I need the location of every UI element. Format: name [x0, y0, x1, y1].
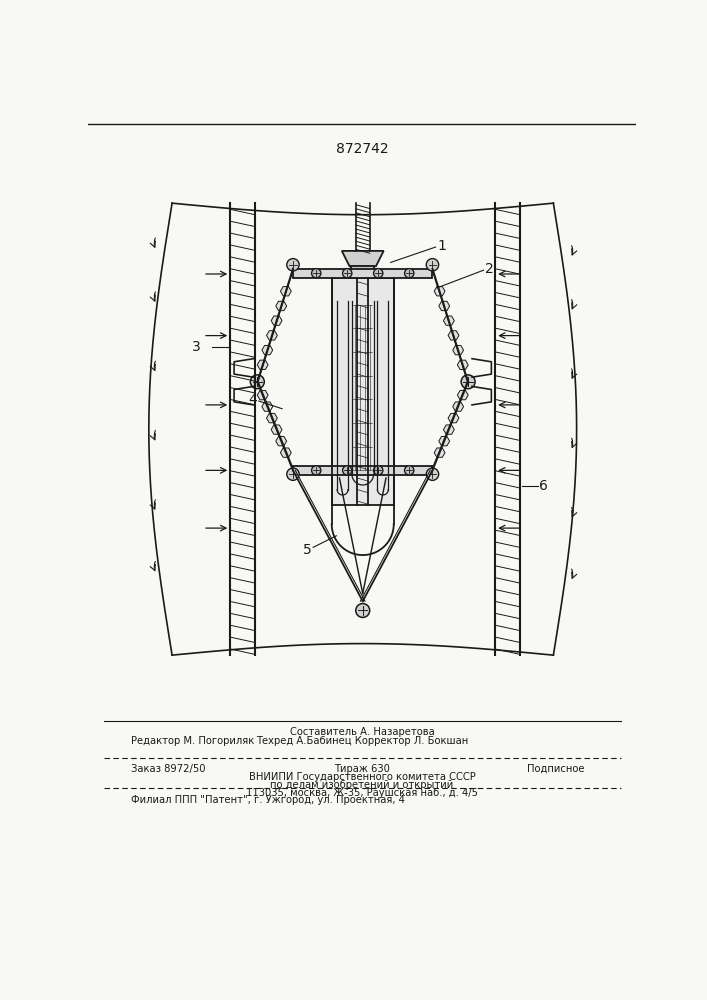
Polygon shape — [452, 402, 464, 411]
Circle shape — [461, 375, 475, 389]
Polygon shape — [434, 448, 445, 457]
Circle shape — [373, 466, 383, 475]
Circle shape — [250, 375, 264, 389]
Text: Филиал ППП "Патент", г. Ужгород, ул. Проектная, 4: Филиал ППП "Патент", г. Ужгород, ул. Про… — [131, 795, 405, 805]
Circle shape — [426, 259, 438, 271]
Text: Составитель А. Назаретова: Составитель А. Назаретова — [290, 727, 434, 737]
Text: Подписное: Подписное — [527, 764, 585, 774]
Polygon shape — [452, 345, 464, 355]
Circle shape — [343, 466, 352, 475]
Circle shape — [287, 259, 299, 271]
Circle shape — [356, 604, 370, 617]
Polygon shape — [276, 436, 286, 446]
Polygon shape — [341, 251, 384, 266]
Circle shape — [343, 269, 352, 278]
Bar — [293, 269, 433, 278]
Text: 3: 3 — [192, 340, 201, 354]
Polygon shape — [448, 413, 459, 423]
Polygon shape — [262, 402, 273, 411]
Text: 113035, москва, Ж-35, Раушская наб., д. 4/5: 113035, москва, Ж-35, Раушская наб., д. … — [246, 788, 478, 798]
Polygon shape — [257, 390, 268, 400]
Text: Заказ 8972/50: Заказ 8972/50 — [131, 764, 206, 774]
Polygon shape — [457, 360, 468, 369]
Polygon shape — [443, 425, 455, 434]
Polygon shape — [267, 413, 277, 423]
Bar — [332, 278, 394, 505]
Polygon shape — [434, 287, 445, 296]
Circle shape — [426, 468, 438, 480]
Polygon shape — [443, 316, 455, 325]
Text: 2: 2 — [485, 262, 494, 276]
Polygon shape — [281, 448, 291, 457]
Circle shape — [312, 269, 321, 278]
Bar — [293, 466, 433, 475]
Circle shape — [373, 269, 383, 278]
Text: Техред А.Бабинец Корректор Л. Бокшан: Техред А.Бабинец Корректор Л. Бокшан — [256, 736, 468, 746]
Text: Тираж 630: Тираж 630 — [334, 764, 390, 774]
Text: 4: 4 — [249, 393, 257, 407]
Polygon shape — [439, 436, 450, 446]
Circle shape — [312, 466, 321, 475]
Polygon shape — [271, 425, 282, 434]
Text: 6: 6 — [539, 479, 549, 493]
Polygon shape — [267, 331, 277, 340]
Polygon shape — [262, 345, 273, 355]
Text: 872742: 872742 — [337, 142, 389, 156]
Text: ВНИИПИ Государственного комитета СССР: ВНИИПИ Государственного комитета СССР — [249, 772, 475, 782]
Polygon shape — [257, 360, 268, 369]
Text: 1: 1 — [437, 239, 446, 253]
Circle shape — [287, 468, 299, 480]
Text: Редактор М. Погориляк: Редактор М. Погориляк — [131, 736, 255, 746]
Text: по делам изобретений и открытий: по делам изобретений и открытий — [270, 780, 454, 790]
Polygon shape — [271, 316, 282, 325]
Bar — [351, 266, 374, 278]
Circle shape — [404, 269, 414, 278]
Circle shape — [404, 466, 414, 475]
Polygon shape — [457, 390, 468, 400]
Polygon shape — [276, 301, 286, 311]
Polygon shape — [448, 331, 459, 340]
Polygon shape — [281, 287, 291, 296]
Polygon shape — [439, 301, 450, 311]
Text: 5: 5 — [303, 543, 312, 557]
